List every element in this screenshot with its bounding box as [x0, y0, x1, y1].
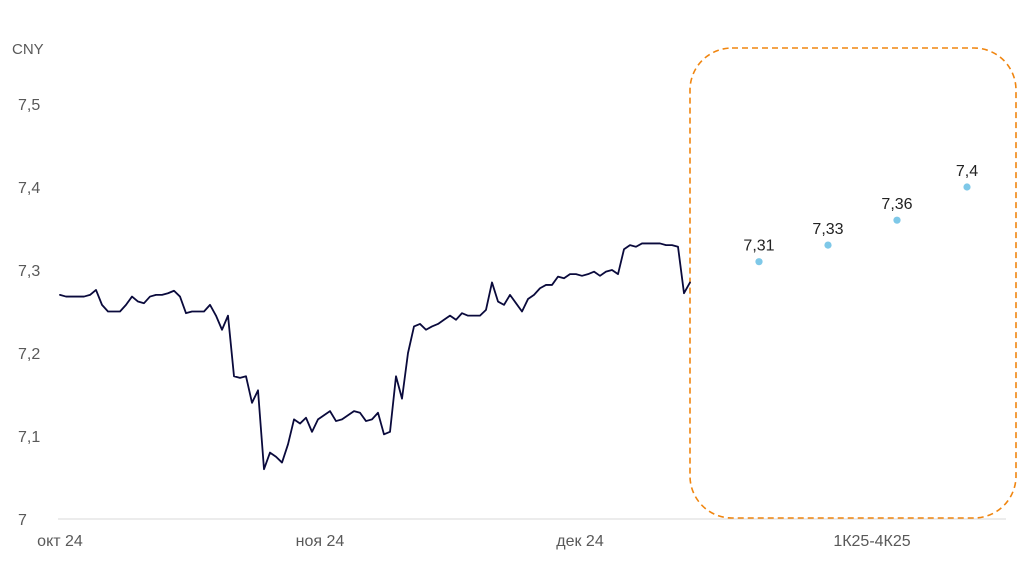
x-axis-ticks: окт 24 ноя 24 дек 24 1К25-4К25 [37, 533, 911, 550]
forecast-points: 7,31 7,33 7,36 7,4 [743, 163, 978, 266]
y-tick-label: 7 [18, 512, 27, 529]
y-axis-unit-label: CNY [12, 41, 44, 58]
forecast-data-label: 7,33 [812, 221, 843, 238]
y-tick-label: 7,4 [18, 180, 40, 197]
y-tick-label: 7,2 [18, 346, 40, 363]
y-axis-ticks: 7 7,1 7,2 7,3 7,4 7,5 [18, 97, 40, 529]
forecast-highlight-box [689, 47, 1017, 519]
forecast-data-label: 7,36 [881, 196, 912, 213]
x-tick-label: 1К25-4К25 [833, 533, 910, 550]
x-tick-label: окт 24 [37, 533, 83, 550]
forecast-point [963, 183, 971, 191]
forecast-data-label: 7,31 [743, 238, 774, 255]
y-tick-label: 7,5 [18, 97, 40, 114]
historical-rate-line [59, 242, 691, 471]
forecast-point [755, 258, 763, 266]
y-tick-label: 7,3 [18, 263, 40, 280]
forecast-data-label: 7,4 [956, 163, 978, 180]
forecast-point [824, 241, 832, 249]
x-tick-label: ноя 24 [296, 533, 345, 550]
forecast-point [893, 216, 901, 224]
x-tick-label: дек 24 [556, 533, 604, 550]
y-tick-label: 7,1 [18, 429, 40, 446]
